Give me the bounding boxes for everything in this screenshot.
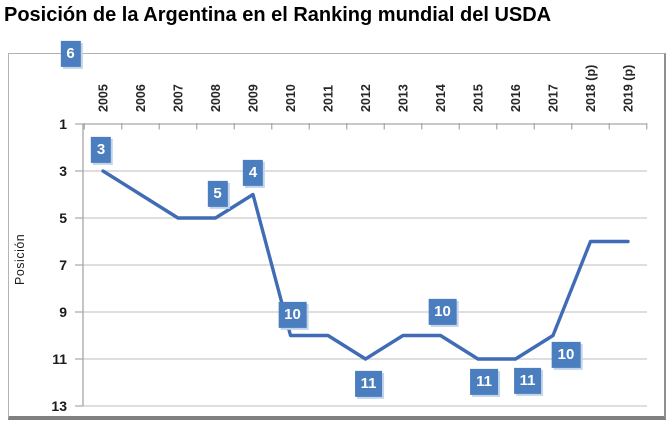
x-tick-label: 2019 (p) (622, 65, 636, 112)
series-line (101, 169, 630, 361)
y-tick-label: 9 (59, 304, 67, 320)
x-tick-label: 2016 (509, 84, 523, 112)
x-tick-label: 2009 (247, 84, 261, 112)
x-tick-label: 2017 (547, 84, 561, 112)
y-axis-title: Posición (13, 233, 27, 286)
x-tick-label: 2011 (322, 85, 336, 112)
x-tick-label: 2013 (397, 84, 411, 112)
x-tick-label: 2007 (172, 84, 186, 112)
x-tick-label: 2005 (97, 84, 111, 112)
x-tick-label: 2012 (359, 84, 373, 112)
y-tick-label: 7 (59, 257, 67, 273)
x-tick-label: 2008 (209, 84, 223, 112)
chart-area: 1 3 5 7 9 11 13 2005 2006 2007 2008 2009 2010 2011 201… (8, 40, 666, 420)
y-tick-label: 13 (51, 398, 67, 414)
x-tick-label: 2014 (434, 84, 448, 112)
y-tick-label: 5 (59, 210, 67, 226)
x-tick-label: 2010 (284, 84, 298, 112)
x-tick-label: 2015 (472, 84, 486, 112)
y-tick-label: 3 (59, 163, 67, 179)
chart-title: Posición de la Argentina en el Ranking m… (4, 4, 552, 26)
x-tick-label: 2018 (p) (584, 65, 598, 112)
x-tick-label: 2006 (134, 84, 148, 112)
y-tick-label: 1 (59, 116, 67, 132)
y-tick-label: 11 (52, 351, 67, 367)
